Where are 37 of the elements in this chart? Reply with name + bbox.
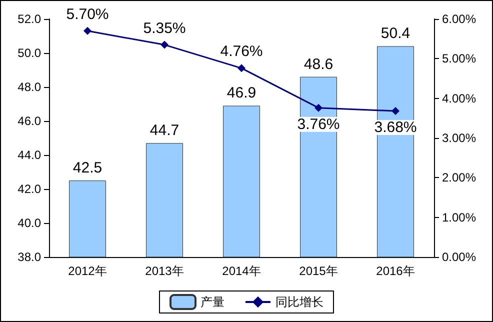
x-tick-label: 2013年 (145, 264, 184, 278)
data-label: 42.5 (72, 160, 102, 176)
point (160, 40, 168, 49)
y2-tick-label: 2.00% (442, 170, 476, 185)
y-tick-label: 42.0 (18, 182, 42, 196)
y-tick-label: 40.0 (18, 216, 42, 230)
y-tick-label: 46.0 (18, 114, 42, 128)
point (238, 64, 246, 72)
data-label: 3.76% (297, 116, 340, 133)
y2-tick-label: 5.00% (442, 52, 476, 66)
y-tick-label: 52.0 (18, 12, 42, 26)
y2-tick-label: 1.00% (442, 210, 476, 224)
y-tick-label: 38.0 (18, 250, 42, 264)
y2-tick-label: 0.00% (442, 250, 476, 264)
data-label: 4.76% (220, 43, 263, 60)
legend-label: 同比增长 (276, 295, 324, 309)
data-label: 50.4 (380, 25, 410, 42)
y-tick-label: 48.0 (18, 80, 42, 94)
y-tick-label: 44.0 (18, 148, 42, 162)
y2-tick-label: 6.00% (442, 12, 476, 26)
data-label: 44.7 (150, 122, 180, 140)
y2-tick-label: 4.00% (442, 91, 476, 106)
point (392, 107, 400, 116)
data-label: 5.70% (66, 6, 109, 23)
x-tick-label: 2015年 (299, 264, 338, 278)
y2-tick-label: 3.00% (442, 131, 476, 145)
point (84, 26, 92, 35)
data-label: 5.35% (143, 20, 186, 37)
x-tick-label: 2012年 (68, 264, 107, 278)
data-label: 46.9 (226, 84, 256, 102)
data-label: 3.68% (374, 119, 417, 136)
y-tick-label: 50.0 (18, 46, 42, 60)
legend-label: 产量 (200, 295, 224, 309)
x-tick-label: 2014年 (222, 264, 261, 278)
point (314, 104, 322, 112)
data-label: 48.6 (304, 56, 334, 73)
x-tick-label: 2016年 (376, 264, 415, 278)
